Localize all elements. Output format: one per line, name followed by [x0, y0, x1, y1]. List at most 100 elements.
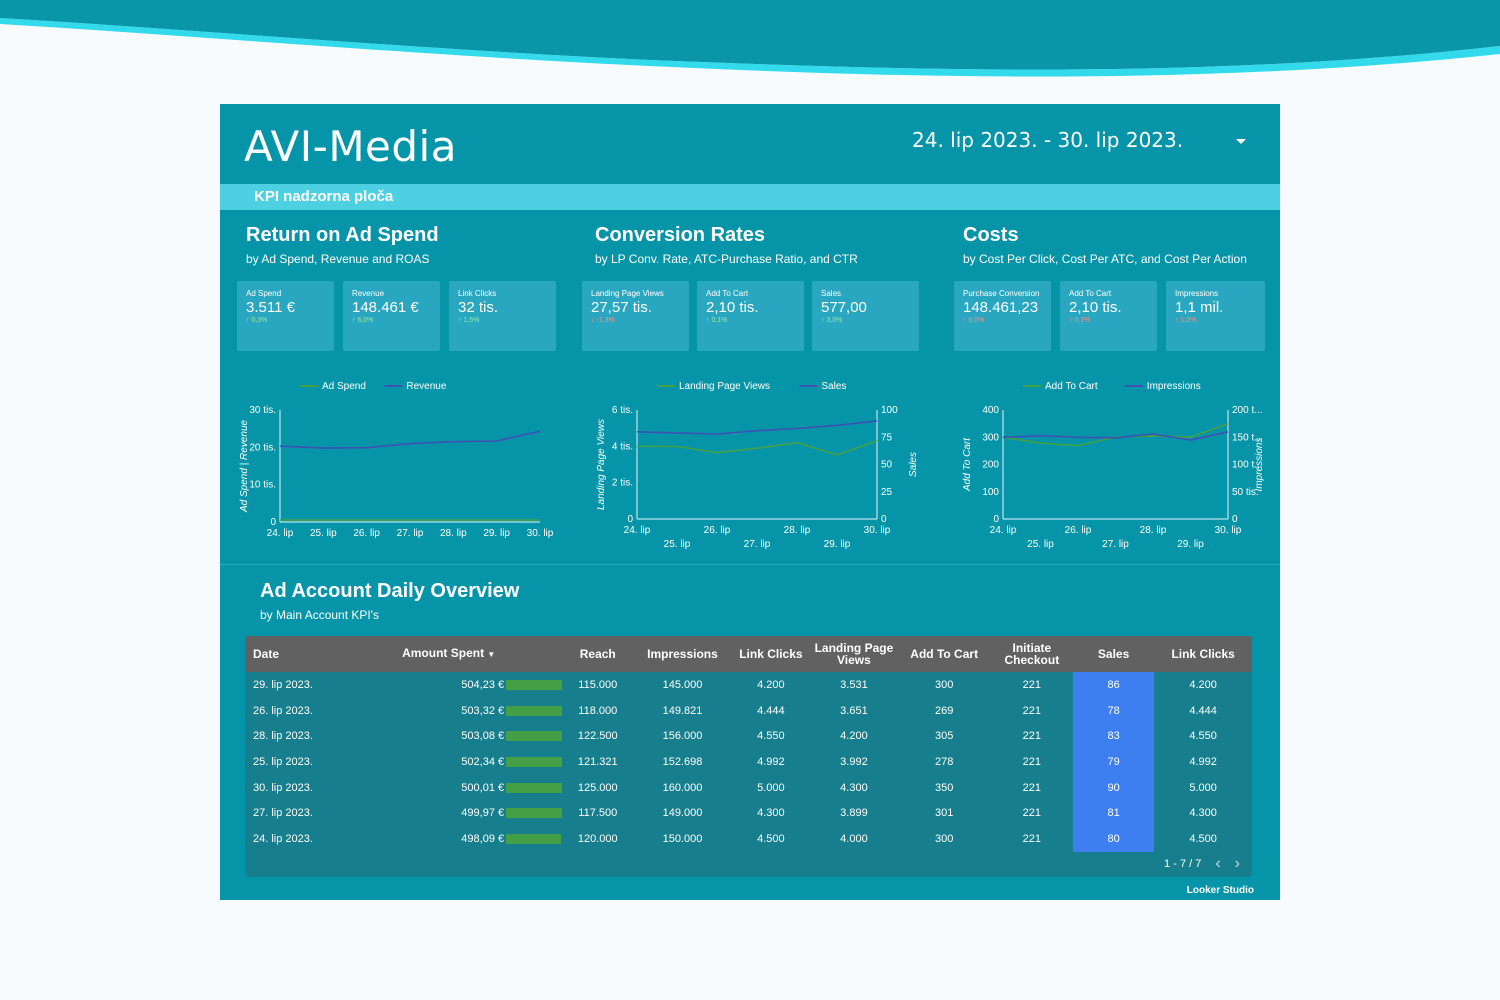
legend-label[interactable]: Sales [821, 381, 846, 392]
kpi-card-purchase-conversion-value: Purchase Conversion Value 148.461,23 ↑ 6… [954, 281, 1051, 351]
legend-label[interactable]: Revenue [406, 381, 446, 392]
y2-tick-label: 100 [881, 405, 898, 416]
column-header-add-to-cart[interactable]: Add To Cart [910, 647, 979, 661]
table-row[interactable]: 26. lip 2023. 503,32 € 118.000 149.821 4.444… [245, 697, 1252, 724]
series-line-sales[interactable] [636, 420, 878, 435]
table-row[interactable]: 30. lip 2023. 500,01 € 125.000 160.000 5.000… [245, 774, 1252, 801]
legend-label[interactable]: Landing Page Views [679, 381, 770, 392]
amount-bar [506, 679, 563, 690]
kpi-card-revenue: Revenue 148.461 € ↑ 6,0% [343, 281, 440, 351]
column-header-label: Amount Spent [402, 646, 485, 660]
y2-tick-label: 200 t... [1232, 405, 1263, 416]
table-cell: 4.200 [757, 678, 785, 691]
amount-value: 500,01 € [461, 781, 505, 794]
sort-descending-icon[interactable]: ▼ [487, 650, 496, 659]
y-axis-label: Ad Spend | Revenue [239, 420, 250, 514]
series-line-add-to-cart[interactable] [1002, 422, 1229, 447]
column-header-landing-page-views[interactable]: Landing Page Views [814, 641, 894, 667]
series-line-revenue[interactable] [279, 430, 541, 449]
x-tick-label: 24. lip [267, 528, 294, 539]
table-cell: 301 [935, 807, 954, 820]
legend-label[interactable]: Ad Spend [322, 381, 366, 392]
table-cell: 78 [1072, 697, 1155, 724]
kpi-delta: ↑ 0,3% [246, 317, 268, 324]
chevron-right-icon[interactable]: › [1234, 855, 1240, 872]
kpi-delta: ↑ 0,1% [1069, 317, 1091, 324]
kpi-value: 1,1 mil. [1175, 299, 1224, 316]
section-subtitle-conversion: by LP Conv. Rate, ATC-Purchase Ratio, an… [595, 252, 858, 266]
table-cell: 4.500 [757, 832, 785, 845]
kpi-label: Purchase Conversion Value [963, 289, 1042, 298]
x-tick-label: 28. lip [1140, 525, 1167, 536]
column-header-link-clicks[interactable]: Link Clicks [739, 647, 803, 661]
y2-tick-label: 100 t... [1232, 460, 1263, 471]
legend-label[interactable]: Impressions [1147, 381, 1201, 392]
y-tick-label: 10 tis. [249, 480, 276, 491]
costs-line-chart: 0 100 200 300 400 0 50 tis. 100 t... 150 t... 200… [962, 381, 1265, 550]
table-cell: 3.899 [840, 807, 868, 820]
kpi-delta: ↑ 1,5% [458, 317, 480, 324]
dropdown-arrow-icon[interactable] [1230, 130, 1252, 152]
amount-bar [506, 705, 562, 716]
y-tick-label: 4 tis. [612, 441, 633, 452]
table-row[interactable]: 28. lip 2023. 503,08 € 122.500 156.000 4.550… [245, 723, 1252, 750]
table-cell: 24. lip 2023. [253, 832, 313, 845]
kpi-delta: ↑ 3,0% [821, 317, 843, 324]
x-tick-label: 24. lip [990, 525, 1017, 536]
column-header-impressions[interactable]: Impressions [647, 647, 718, 661]
column-header-date[interactable]: Date [253, 647, 280, 661]
table-cell: 120.000 [577, 832, 618, 845]
table-cell: 221 [1022, 807, 1042, 820]
section-subtitle-costs: by Cost Per Click, Cost Per ATC, and Cos… [963, 252, 1247, 266]
column-header-sales[interactable]: Sales [1097, 647, 1130, 661]
y-tick-label: 2 tis. [612, 478, 633, 489]
x-tick-label: 26. lip [1065, 525, 1092, 536]
table-cell: 4.300 [1189, 807, 1217, 820]
table-cell: 4.300 [757, 807, 785, 820]
table-cell: 221 [1022, 781, 1042, 794]
section-title-costs: Costs [963, 224, 1019, 246]
column-header-link-clicks-2[interactable]: Link Clicks [1171, 647, 1235, 661]
table-row[interactable]: 29. lip 2023. 504,23 € 115.000 145.000 4.200… [245, 672, 1252, 698]
table-cell: 30. lip 2023. [253, 781, 313, 794]
x-tick-label: 25. lip [1027, 539, 1054, 550]
table-cell: 221 [1022, 704, 1042, 717]
table-cell: 269 [935, 704, 954, 717]
column-header-initiate-checkout[interactable]: Initiate Checkout [1004, 641, 1060, 667]
table-cell: 145.000 [662, 678, 703, 691]
table-cell: 305 [935, 730, 954, 743]
amount-value: 503,32 € [461, 704, 505, 717]
table-cell: 4.550 [757, 730, 785, 743]
series-line-landing-page-views[interactable] [636, 440, 878, 456]
table-cell: 150.000 [662, 832, 703, 845]
table-cell: 350 [935, 781, 954, 794]
series-line-impressions[interactable] [1002, 431, 1229, 441]
amount-bar [506, 782, 562, 793]
amount-value: 499,97 € [461, 807, 505, 820]
table-cell: 117.500 [578, 807, 618, 820]
column-header-reach[interactable]: Reach [579, 647, 616, 661]
y-tick-label: 400 [982, 405, 999, 416]
section-title-conversion: Conversion Rates [595, 224, 766, 246]
table-cell: 221 [1022, 678, 1042, 691]
overview-subtitle: by Main Account KPI's [260, 608, 380, 622]
section-title-roas: Return on Ad Spend [246, 224, 439, 246]
table-row[interactable]: 24. lip 2023. 498,09 € 120.000 150.000 4.500… [245, 826, 1252, 852]
table-row[interactable]: 27. lip 2023. 499,97 € 117.500 149.000 4.300… [245, 800, 1252, 827]
kpi-card-impressions: Impressions 1,1 mil. ↑ 1,2% [1166, 281, 1265, 351]
date-range-picker[interactable]: 24. lip 2023. - 30. lip 2023. [912, 128, 1184, 152]
y2-tick-label: 50 tis. [1232, 487, 1259, 498]
table-cell: 4.300 [840, 781, 868, 794]
table-cell: 4.000 [840, 832, 868, 845]
y-tick-label: 200 [982, 460, 999, 471]
y2-tick-label: 75 [881, 432, 893, 443]
section-subtitle-roas: by Ad Spend, Revenue and ROAS [246, 252, 430, 266]
chevron-left-icon[interactable]: ‹ [1215, 855, 1221, 872]
table-row[interactable]: 25. lip 2023. 502,34 € 121.321 152.698 4.992… [245, 749, 1252, 775]
legend-label[interactable]: Add To Cart [1045, 381, 1098, 392]
table-cell: 5.000 [1189, 781, 1217, 794]
x-tick-label: 28. lip [784, 525, 811, 536]
column-header-amount-spent[interactable]: Amount Spent ▼ [335, 636, 562, 672]
x-tick-label: 29. lip [1177, 539, 1204, 550]
table-cell: 152.698 [662, 755, 703, 768]
